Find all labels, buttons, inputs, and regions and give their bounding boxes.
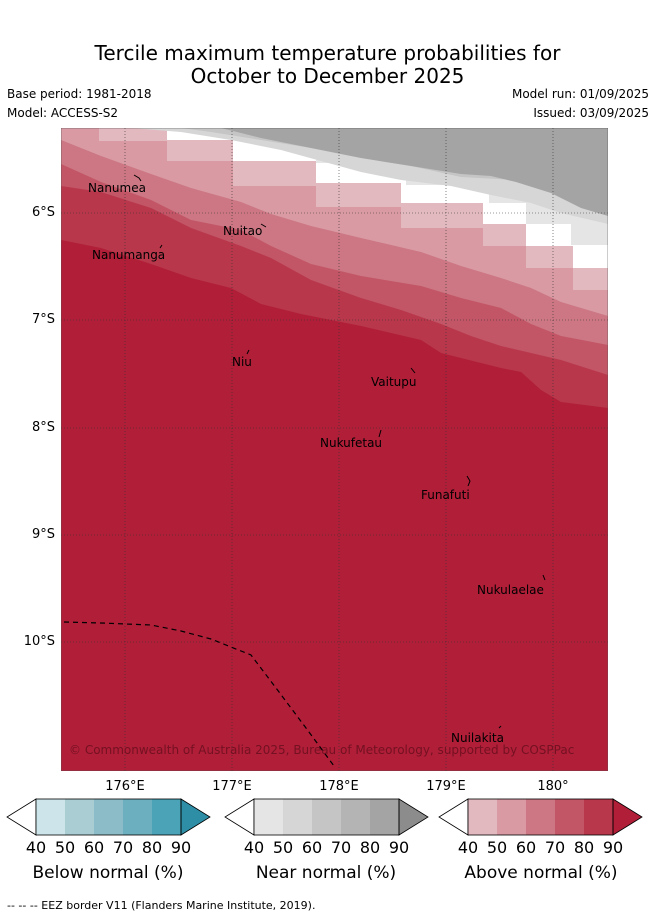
above-colorbar-tick-label: 80 bbox=[573, 838, 595, 857]
below-colorbar-tick-label: 70 bbox=[112, 838, 134, 857]
above-colorbar-low-arrow bbox=[438, 798, 469, 836]
label-nuitao: Nuitao bbox=[223, 224, 262, 238]
near-colorbar-segment bbox=[341, 799, 370, 835]
below-colorbar-segment bbox=[36, 799, 65, 835]
near-colorbar-segment bbox=[254, 799, 283, 835]
colorbars bbox=[6, 798, 643, 836]
lat-label-8s: 8°S bbox=[31, 420, 55, 435]
model-name: Model: ACCESS-S2 bbox=[7, 106, 119, 120]
above-colorbar-segment bbox=[468, 799, 497, 835]
near-colorbar-high-arrow bbox=[398, 798, 429, 836]
colorbar-label-near: Near normal (%) bbox=[255, 863, 397, 883]
graticule bbox=[61, 128, 608, 771]
lat-label-6s: 6°S bbox=[31, 205, 55, 220]
colorbar-label-below: Below normal (%) bbox=[32, 863, 184, 883]
near-colorbar-tick-label: 40 bbox=[243, 838, 265, 857]
lon-label-179e: 179°E bbox=[426, 779, 466, 794]
above-colorbar-segment bbox=[584, 799, 613, 835]
place-labels: Nanumea Nanumanga Nuitao Niu Vaitupu Nuk… bbox=[88, 181, 544, 745]
island-marks bbox=[133, 174, 546, 729]
label-nanumanga: Nanumanga bbox=[92, 248, 165, 262]
above-colorbar-tick-label: 70 bbox=[544, 838, 566, 857]
base-period: Base period: 1981-2018 bbox=[7, 87, 152, 101]
label-niu: Niu bbox=[232, 355, 252, 369]
above-colorbar-high-arrow bbox=[612, 798, 643, 836]
below-colorbar-segment bbox=[123, 799, 152, 835]
colorbar-below-normal bbox=[6, 798, 211, 836]
near-colorbar-tick-label: 70 bbox=[330, 838, 352, 857]
near-colorbar-tick-label: 90 bbox=[388, 838, 410, 857]
model-run: Model run: 01/09/2025 bbox=[511, 87, 649, 101]
zone-near-70 bbox=[221, 128, 608, 216]
lon-label-180: 180° bbox=[537, 779, 569, 794]
probability-map: Nanumea Nanumanga Nuitao Niu Vaitupu Nuk… bbox=[60, 127, 609, 772]
below-colorbar-segment bbox=[94, 799, 123, 835]
issued-date: Issued: 03/09/2025 bbox=[533, 106, 649, 120]
below-colorbar-tick-label: 60 bbox=[83, 838, 105, 857]
below-colorbar-low-arrow bbox=[6, 798, 37, 836]
lon-label-176e: 176°E bbox=[105, 779, 145, 794]
map-svg: Nanumea Nanumanga Nuitao Niu Vaitupu Nuk… bbox=[60, 127, 609, 772]
near-colorbar-tick-label: 60 bbox=[301, 838, 323, 857]
label-nukulaelae: Nukulaelae bbox=[477, 583, 544, 597]
below-colorbar-segment bbox=[152, 799, 181, 835]
near-colorbar-tick-label: 50 bbox=[272, 838, 294, 857]
near-colorbar-segment bbox=[370, 799, 399, 835]
above-colorbar-tick-label: 90 bbox=[602, 838, 624, 857]
lat-label-7s: 7°S bbox=[31, 312, 55, 327]
lon-label-177e: 177°E bbox=[212, 779, 252, 794]
label-nanumea: Nanumea bbox=[88, 181, 146, 195]
eez-border-line bbox=[63, 621, 335, 767]
lat-label-10s: 10°S bbox=[23, 634, 55, 649]
label-funafuti: Funafuti bbox=[421, 488, 470, 502]
above-colorbar-segment bbox=[555, 799, 584, 835]
near-colorbar-segment bbox=[312, 799, 341, 835]
below-colorbar-high-arrow bbox=[180, 798, 211, 836]
below-colorbar-tick-label: 90 bbox=[170, 838, 192, 857]
label-nukufetau: Nukufetau bbox=[320, 436, 382, 450]
copyright-notice: © Commonwealth of Australia 2025, Bureau… bbox=[69, 743, 574, 757]
above-colorbar-outline bbox=[467, 798, 614, 836]
chart-title-line1: Tercile maximum temperature probabilitie… bbox=[94, 41, 561, 65]
above-colorbar-segment bbox=[526, 799, 555, 835]
eez-footnote: -- -- -- EEZ border V11 (Flanders Marine… bbox=[7, 899, 316, 912]
chart-title-line2: October to December 2025 bbox=[190, 64, 465, 88]
colorbar-near-normal bbox=[224, 798, 429, 836]
colorbar-above-normal bbox=[438, 798, 643, 836]
near-colorbar-segment bbox=[283, 799, 312, 835]
below-colorbar-tick-label: 50 bbox=[54, 838, 76, 857]
above-colorbar-segment bbox=[497, 799, 526, 835]
below-colorbar-tick-label: 40 bbox=[25, 838, 47, 857]
lat-label-9s: 9°S bbox=[31, 527, 55, 542]
below-colorbar-tick-label: 80 bbox=[141, 838, 163, 857]
near-colorbar-tick-label: 80 bbox=[359, 838, 381, 857]
label-vaitupu: Vaitupu bbox=[371, 375, 417, 389]
above-colorbar-tick-label: 50 bbox=[486, 838, 508, 857]
near-colorbar-low-arrow bbox=[224, 798, 255, 836]
above-colorbar-tick-label: 40 bbox=[457, 838, 479, 857]
above-colorbar-tick-label: 60 bbox=[515, 838, 537, 857]
near-colorbar-outline bbox=[253, 798, 400, 836]
label-nuilakita: Nuilakita bbox=[451, 731, 504, 745]
lon-label-178e: 178°E bbox=[319, 779, 359, 794]
below-colorbar-segment bbox=[65, 799, 94, 835]
colorbar-ticks: 40 50 60 70 80 90 40 50 60 70 80 90 40 50 60 70 80 90 bbox=[0, 838, 655, 858]
below-colorbar-outline bbox=[35, 798, 182, 836]
colorbar-label-above: Above normal (%) bbox=[464, 863, 618, 883]
